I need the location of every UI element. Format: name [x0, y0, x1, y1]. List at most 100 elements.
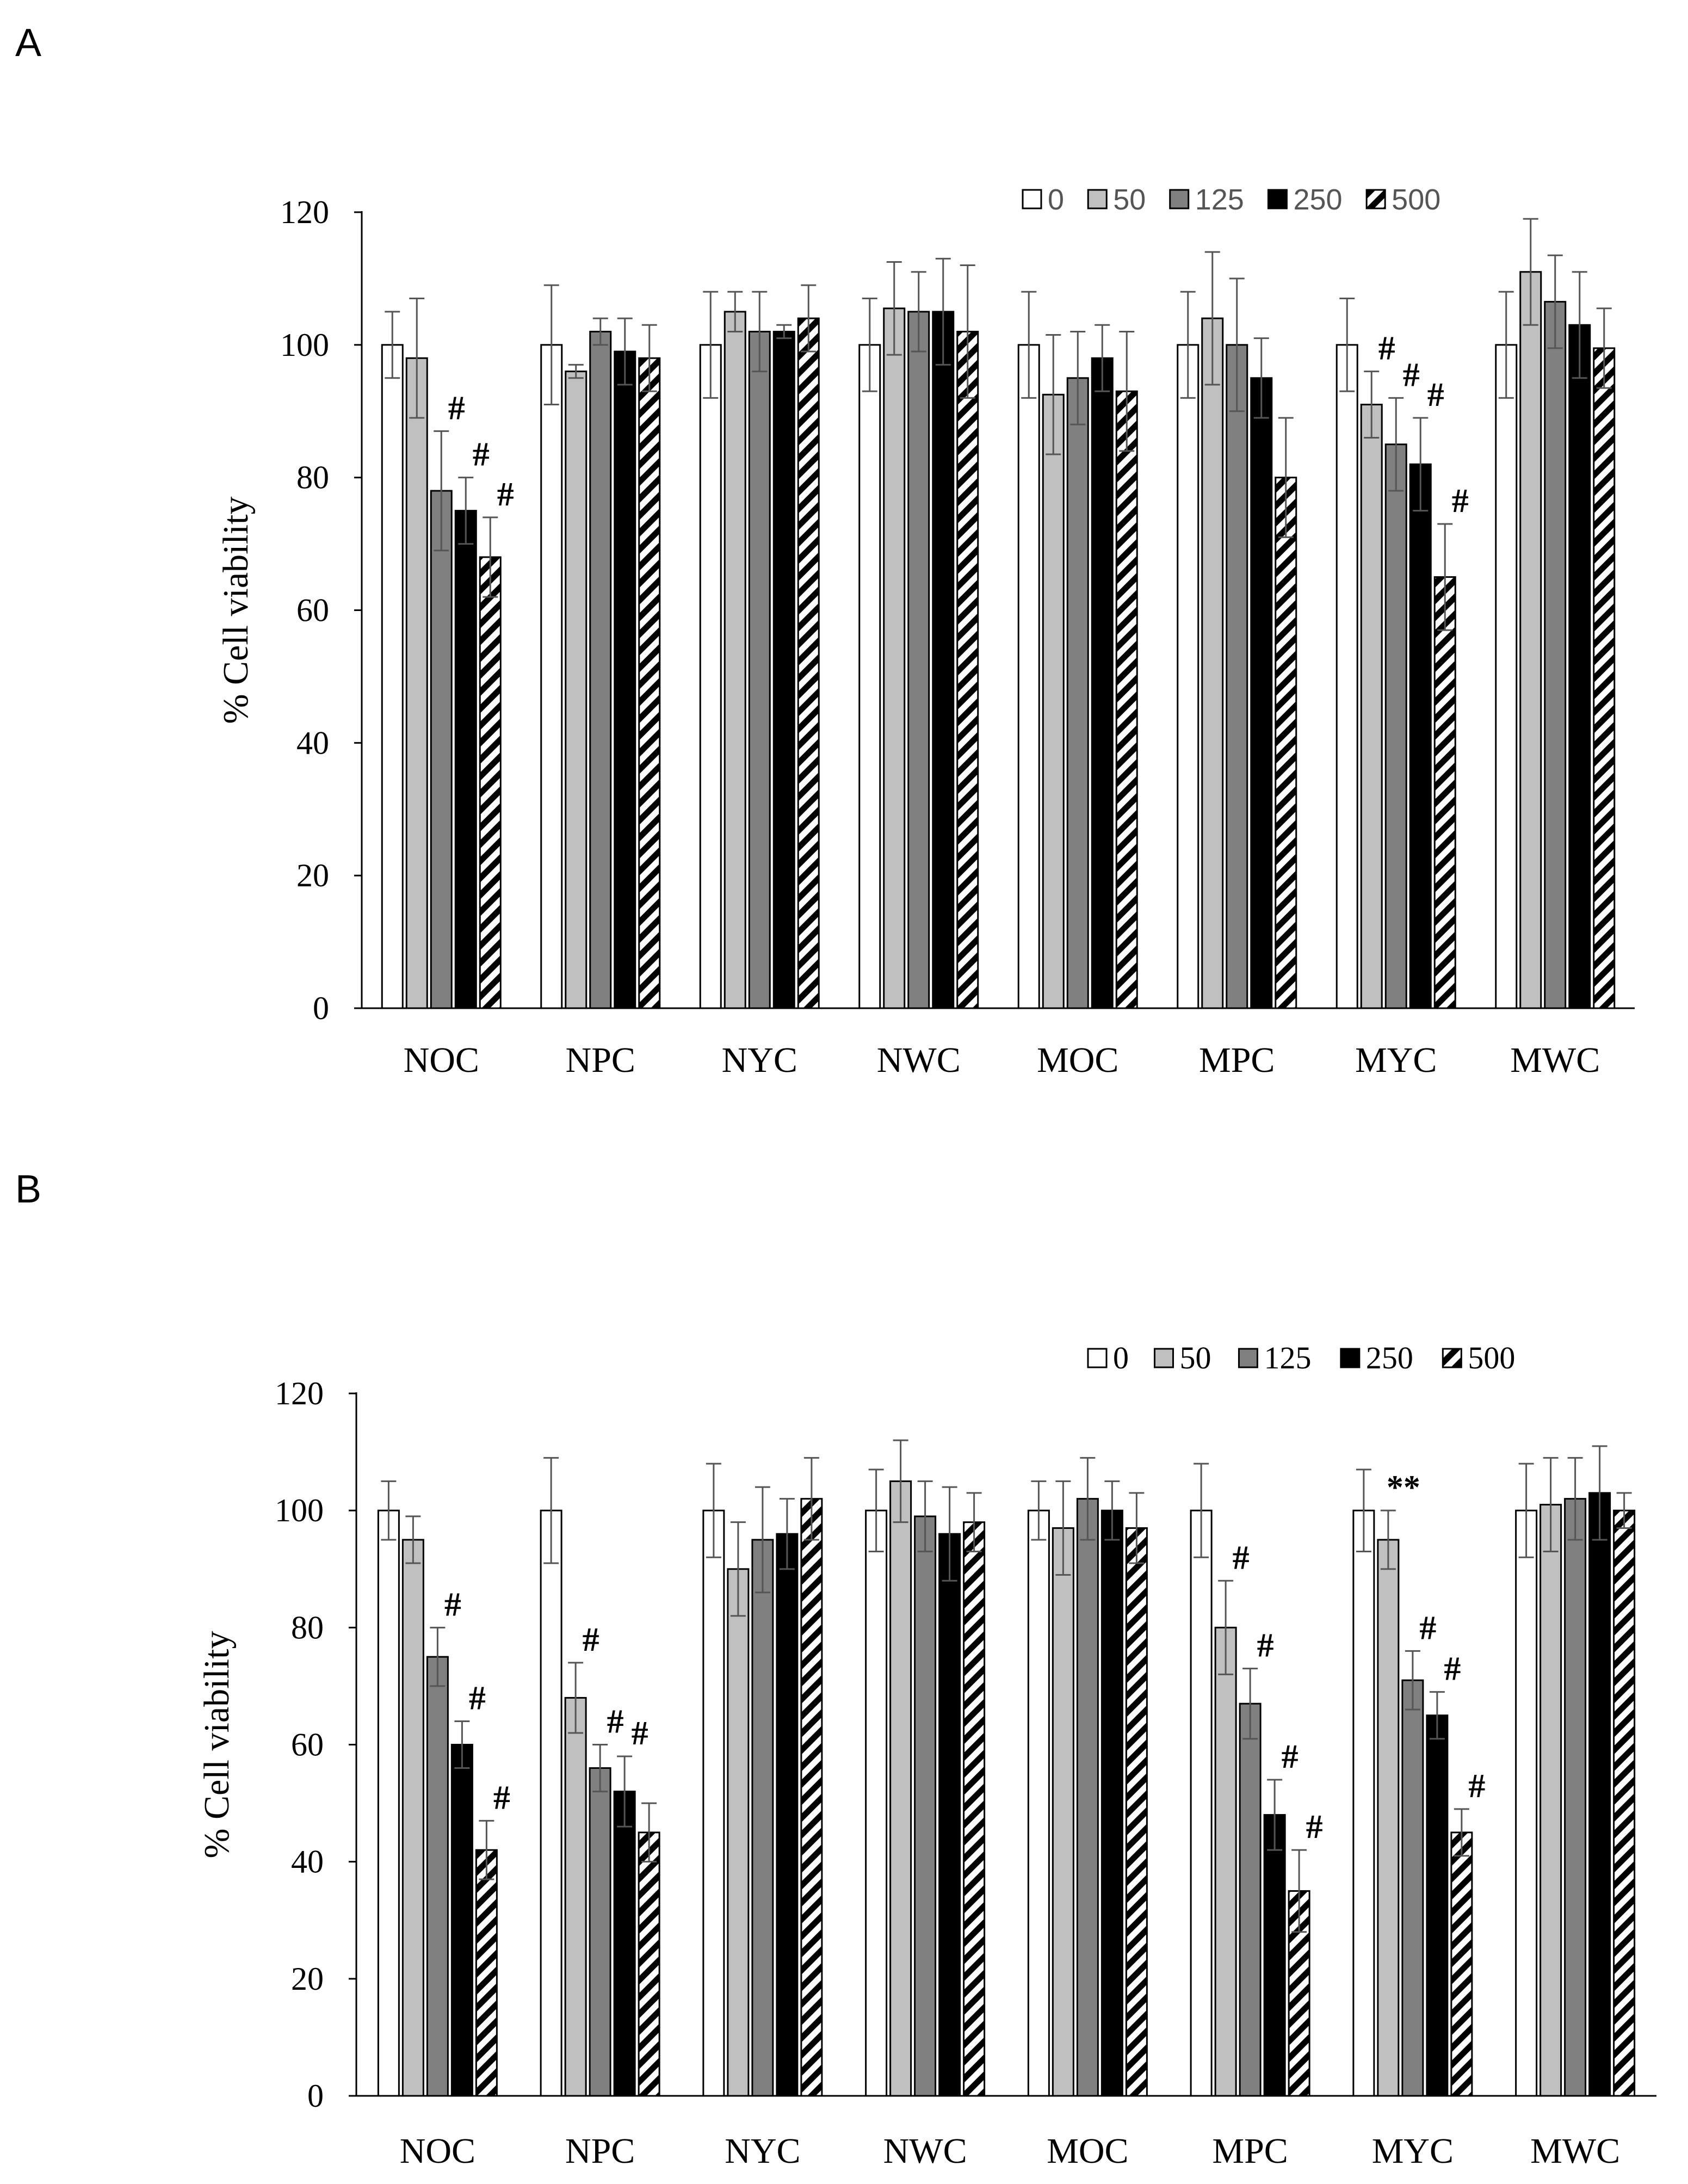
- viability-chart-a: 0 20 40 60 80 100 120 % Cell viability NOC NPC NYC…: [216, 183, 1635, 1080]
- bar-mwc-0: [1495, 344, 1518, 1009]
- legend-label: 250: [1293, 183, 1342, 216]
- legend-label: 0: [1113, 1340, 1129, 1375]
- legend-swatch: [1365, 189, 1386, 209]
- bar-nwc-500: [963, 1521, 986, 2097]
- bar-noc-250: [450, 1744, 473, 2097]
- bar-mpc-250: [1250, 377, 1273, 1009]
- bar-mpc-50: [1214, 1626, 1237, 2097]
- bar-noc-250: [454, 510, 477, 1009]
- significance-marker: #: [444, 1586, 461, 1623]
- legend-swatch: [1087, 189, 1108, 209]
- bar-nwc-125: [914, 1515, 937, 2097]
- bar-moc-125: [1066, 377, 1089, 1009]
- bar-nwc-50: [889, 1480, 912, 2097]
- legend-item-0: 0: [1087, 1340, 1129, 1375]
- bar-mwc-50: [1539, 1503, 1562, 2097]
- bar-nyc-0: [702, 1509, 725, 2097]
- x-tick-label: MOC: [1037, 1040, 1118, 1080]
- bar-mpc-250: [1263, 1814, 1286, 2097]
- legend-item-500: 500: [1442, 1340, 1515, 1375]
- significance-marker: #: [1452, 483, 1469, 520]
- panel-label-a: A: [15, 21, 42, 65]
- legend-item-125: 125: [1238, 1340, 1311, 1375]
- legend-item-0: 0: [1022, 183, 1064, 216]
- x-tick-label: NPC: [565, 2131, 635, 2171]
- bar-nwc-125: [907, 311, 930, 1009]
- bar-mpc-125: [1239, 1702, 1262, 2097]
- y-tick-label: 40: [291, 1844, 324, 1880]
- bar-nwc-0: [865, 1509, 888, 2097]
- bar-nyc-50: [727, 1568, 750, 2097]
- legend-label: 125: [1195, 183, 1244, 216]
- y-tick-label: 20: [291, 1961, 324, 1997]
- legend-label: 50: [1179, 1340, 1211, 1375]
- bar-nyc-125: [748, 330, 771, 1009]
- y-tick-label: 80: [291, 1609, 324, 1645]
- bar-myc-50: [1360, 404, 1383, 1009]
- significance-marker: #: [1233, 1539, 1250, 1576]
- panel-label-b: B: [15, 1168, 42, 1211]
- bar-moc-500: [1115, 390, 1138, 1009]
- legend-label: 500: [1392, 183, 1440, 216]
- significance-marker: #: [583, 1621, 599, 1658]
- significance-marker: #: [497, 476, 514, 513]
- x-tick-label: MOC: [1047, 2131, 1128, 2171]
- x-tick-label: MPC: [1199, 1040, 1275, 1080]
- legend-label: 50: [1113, 183, 1146, 216]
- legend-swatch: [1442, 1348, 1462, 1368]
- bar-noc-125: [426, 1656, 449, 2097]
- legend-swatch: [1238, 1348, 1258, 1368]
- bar-myc-50: [1377, 1539, 1400, 2097]
- y-axis-title: % Cell viability: [216, 497, 256, 724]
- y-tick-label: 60: [296, 593, 329, 628]
- x-tick-label: MPC: [1212, 2131, 1288, 2171]
- bar-npc-500: [638, 1831, 660, 2097]
- bar-nyc-250: [772, 330, 795, 1009]
- legend-swatch: [1267, 189, 1288, 209]
- bar-mwc-0: [1515, 1509, 1538, 2097]
- bar-noc-50: [401, 1539, 424, 2097]
- y-tick-label: 100: [280, 327, 329, 363]
- bar-npc-500: [638, 357, 661, 1009]
- bar-moc-0: [1017, 344, 1040, 1009]
- legend-label: 0: [1048, 183, 1064, 216]
- x-tick-label: NOC: [400, 2131, 475, 2171]
- bar-noc-0: [377, 1509, 400, 2097]
- significance-marker: #: [1444, 1651, 1461, 1688]
- y-tick-label: 40: [296, 725, 329, 761]
- bar-npc-125: [589, 330, 612, 1009]
- bar-moc-500: [1125, 1527, 1148, 2097]
- y-tick-label: 120: [280, 194, 329, 230]
- bar-myc-500: [1450, 1831, 1473, 2097]
- bar-moc-125: [1076, 1498, 1099, 2097]
- bar-noc-500: [479, 556, 502, 1009]
- y-tick-label: 100: [275, 1492, 324, 1528]
- bar-myc-125: [1384, 443, 1407, 1009]
- bar-nyc-125: [751, 1539, 774, 2097]
- bar-mpc-50: [1201, 317, 1224, 1009]
- x-tick-label: MWC: [1510, 1040, 1600, 1080]
- bar-moc-250: [1100, 1509, 1123, 2097]
- significance-marker: #: [1468, 1768, 1485, 1805]
- bar-myc-250: [1409, 463, 1432, 1009]
- bar-myc-250: [1426, 1714, 1449, 2097]
- bar-myc-0: [1335, 344, 1358, 1009]
- bar-mwc-250: [1588, 1492, 1611, 2097]
- significance-marker: #: [1282, 1738, 1299, 1775]
- legend-label: 250: [1366, 1340, 1413, 1375]
- legend-label: 500: [1468, 1340, 1515, 1375]
- x-tick-label: MYC: [1355, 1040, 1437, 1080]
- bar-nyc-500: [800, 1498, 823, 2097]
- bar-npc-125: [589, 1767, 611, 2097]
- y-tick-label: 0: [307, 2078, 324, 2114]
- viability-chart-b: 0 20 40 60 80 100 120 % Cell viability NOC NPC NYC…: [197, 1340, 1656, 2171]
- bar-moc-0: [1027, 1509, 1050, 2097]
- legend-swatch: [1153, 1348, 1174, 1368]
- legend-item-250: 250: [1267, 183, 1343, 216]
- legend-item-250: 250: [1340, 1340, 1413, 1375]
- bar-mwc-125: [1544, 301, 1567, 1009]
- y-tick-label: 0: [313, 990, 329, 1026]
- x-tick-label: NYC: [722, 1040, 797, 1080]
- significance-marker: #: [1257, 1627, 1274, 1664]
- x-tick-label: NPC: [566, 1040, 635, 1080]
